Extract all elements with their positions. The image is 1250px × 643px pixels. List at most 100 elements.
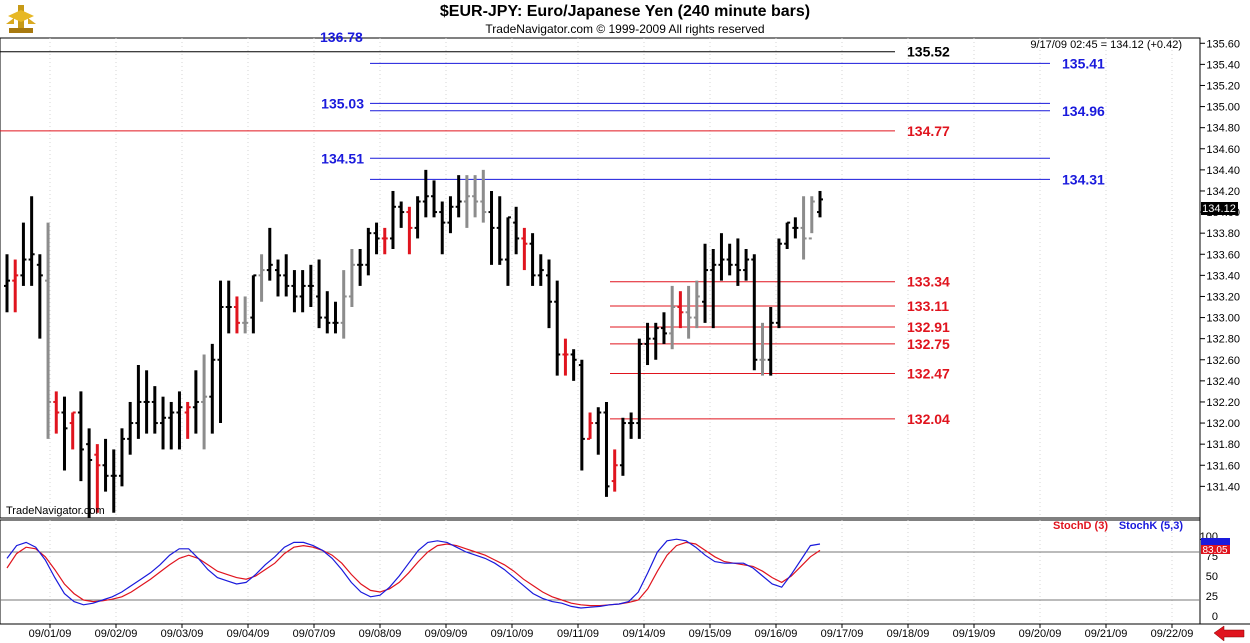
last-price-tag: 134.12 [1201,202,1238,215]
svg-text:83.05: 83.05 [1202,545,1227,556]
ohlc-bar [463,175,470,228]
stochastic-value-tag: 83.05 [1201,538,1230,556]
date-tick-label: 09/14/09 [623,628,666,640]
ohlc-bar [77,391,84,482]
arrow-left-icon[interactable] [1213,625,1245,642]
price-tick-label: 132.60 [1206,355,1240,367]
date-tick-label: 09/22/09 [1151,628,1194,640]
legend-stochd: StochD (3) [1053,520,1108,532]
ohlc-bar [324,291,331,334]
ohlc-bar [595,407,602,455]
ohlc-bar [693,280,700,329]
date-tick-label: 09/17/09 [821,628,864,640]
price-axis-ticks: 135.60 135.40 135.20 135.00 134.80 134.60 134.… [1200,38,1240,493]
stochastic-tick-label: 50 [1206,571,1218,583]
price-tick-label: 133.80 [1206,228,1240,240]
level-label: 134.31 [1062,171,1105,187]
stochastic-series-line [6,541,821,607]
price-tick-label: 131.40 [1206,481,1240,493]
level-label: 134.77 [907,123,950,139]
ohlc-bar [102,438,109,492]
ohlc-bar [381,227,388,255]
price-tick-label: 132.20 [1206,397,1240,409]
date-tick-label: 09/01/09 [29,628,72,640]
price-tick-label: 132.00 [1206,418,1240,430]
ohlc-bar [611,449,618,492]
ohlc-bar [283,254,290,297]
ohlc-bar [28,196,35,286]
ohlc-bar [291,270,298,313]
ohlc-bar [340,270,347,339]
price-tick-label: 133.40 [1206,270,1240,282]
ohlc-bar [775,238,782,329]
ohlc-bar [447,196,454,234]
level-label: 133.11 [907,298,949,314]
level-label: 132.75 [907,336,950,352]
price-tick-label: 132.80 [1206,334,1240,346]
ohlc-bar [685,285,692,339]
ohlc-bar [242,296,249,334]
price-tick-label: 133.60 [1206,249,1240,261]
partial-top-label: 136.78 [320,29,363,45]
date-tick-label: 09/16/09 [755,628,798,640]
watermark-label: TradeNavigator.com [6,505,105,517]
ohlc-bar [619,417,626,476]
copyright-subtitle: TradeNavigator.com © 1999-2009 All right… [485,22,765,36]
chart-header: $EUR-JPY: Euro/Japanese Yen (240 minute … [0,0,1250,38]
date-tick-label: 09/18/09 [887,628,930,640]
date-tick-label: 09/08/09 [359,628,402,640]
vertical-gridlines [49,38,1173,624]
scroll-left-button[interactable] [1210,625,1248,642]
stochastic-tick-label: 0 [1212,611,1218,623]
date-tick-label: 09/10/09 [491,628,534,640]
ohlc-bar [225,280,232,334]
ohlc-bar [365,227,372,276]
ohlc-bar [20,222,27,286]
ohlc-bar [110,449,117,513]
ohlc-bar [266,227,273,281]
stochastic-panel [0,519,1201,625]
ohlc-bar [603,401,610,497]
ohlc-bar [660,312,667,344]
ohlc-bar [677,291,684,329]
ohlc-bar [743,248,750,281]
ohlc-bar [332,301,339,334]
ohlc-bar [546,259,552,329]
level-lines: 135.52 135.41 135.03 134.96 134.77 134.51 134.… [0,44,1105,427]
quote-readout: 9/17/09 02:45 = 134.12 (+0.42) [1030,39,1182,51]
ohlc-bar [357,248,364,286]
ohlc-bar [472,175,479,218]
svg-text:134.12: 134.12 [1202,203,1236,215]
date-tick-label: 09/21/09 [1085,628,1128,640]
price-tick-label: 135.20 [1206,80,1240,92]
price-tick-label: 131.80 [1206,439,1240,451]
ohlc-bar [233,296,240,334]
ohlc-bar [718,233,725,281]
level-label: 132.04 [907,411,950,427]
ohlc-bar [422,169,429,218]
ohlc-bar [554,280,561,376]
ohlc-bar [792,217,799,239]
stochastic-series-line [6,538,821,609]
ohlc-bar [86,428,93,518]
ohlc-bar [168,401,175,450]
ohlc-bar [431,180,438,218]
ohlc-bar [201,354,208,450]
level-label: 135.03 [321,95,364,111]
ohlc-bar [12,259,19,313]
date-tick-label: 09/03/09 [161,628,204,640]
ohlc-bar [636,338,643,439]
price-tick-label: 135.40 [1206,59,1240,71]
ohlc-bar [4,254,10,313]
date-tick-label: 09/02/09 [95,628,138,640]
ohlc-bar [414,196,421,239]
ohlc-bar [767,307,774,376]
price-tick-label: 134.20 [1206,186,1240,198]
ohlc-bar [644,322,651,366]
ohlc-bar [217,280,224,424]
ohlc-bar [299,270,306,313]
ohlc-bar [759,322,766,376]
ohlc-bar [316,259,323,329]
price-tick-label: 133.20 [1206,291,1240,303]
